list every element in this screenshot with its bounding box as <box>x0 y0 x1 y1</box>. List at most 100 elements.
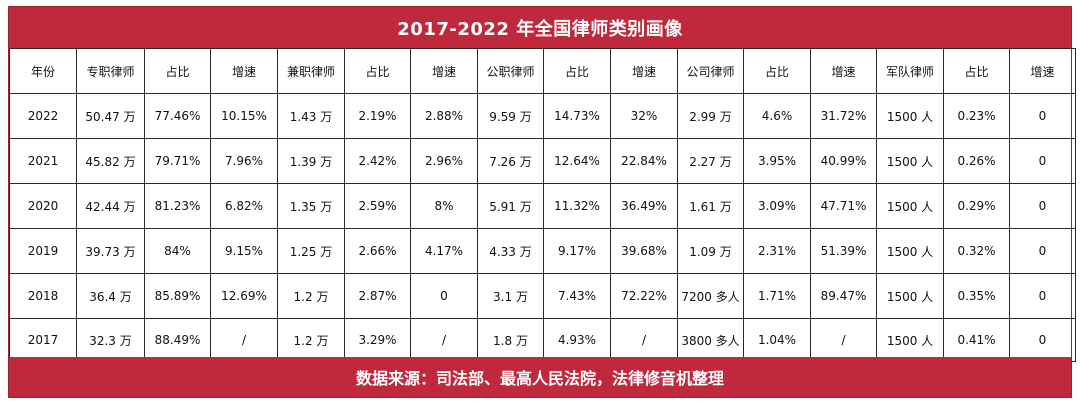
table-cell: 7.26 万 <box>477 138 544 184</box>
column-header: 占比 <box>144 48 211 94</box>
table-cell: 1.39 万 <box>277 138 345 184</box>
table-cell: 32.3 万 <box>76 318 145 362</box>
table-cell: 3.1 万 <box>477 273 544 319</box>
table-cell: 47.71% <box>810 183 877 229</box>
column-header: 增速 <box>1009 48 1076 94</box>
table-cell: 36.4 万 <box>76 273 145 319</box>
table-cell: 39.73 万 <box>76 228 145 274</box>
table-row: 2022 50.47 万 77.46% 10.15% 1.43 万 2.19% 2.88% 9… <box>9 93 1076 139</box>
table-cell: 1.43 万 <box>277 93 345 139</box>
table-cell: / <box>810 318 877 362</box>
table-cell: 2.66% <box>344 228 411 274</box>
table-cell: 2018 <box>9 273 77 319</box>
column-header: 占比 <box>743 48 811 94</box>
table-cell: / <box>410 318 478 362</box>
table-cell: 1.2 万 <box>277 273 345 319</box>
table-cell: 89.47% <box>810 273 877 319</box>
table-cell: 2.99 万 <box>677 93 744 139</box>
table-cell: 51.39% <box>810 228 877 274</box>
table-cell: 1500 人 <box>876 183 944 229</box>
table-cell: 2.27 万 <box>677 138 744 184</box>
table-cell: 1.09 万 <box>677 228 744 274</box>
table-cell: 88.49% <box>144 318 211 362</box>
table-cell: 0 <box>410 273 478 319</box>
table-cell: 0.32% <box>943 228 1010 274</box>
table-header-row: 年份 专职律师 占比 增速 兼职律师 占比 增速 公职律师 占比 增速 公司律师 占比 增速 军队律师 占比… <box>9 48 1076 94</box>
column-header: 兼职律师 <box>277 48 345 94</box>
table-cell: 3800 多人 <box>677 318 744 362</box>
table-cell: 4.93% <box>543 318 611 362</box>
table-cell: 1.35 万 <box>277 183 345 229</box>
table-cell: 8% <box>410 183 478 229</box>
table-cell: 0 <box>1009 318 1076 362</box>
table-cell: 3.29% <box>344 318 411 362</box>
table-cell: 9.15% <box>210 228 278 274</box>
table-cell: / <box>210 318 278 362</box>
table-cell: 1500 人 <box>876 138 944 184</box>
column-header: 增速 <box>410 48 478 94</box>
table-cell: 0.29% <box>943 183 1010 229</box>
table-cell: 6.82% <box>210 183 278 229</box>
table-cell: 2017 <box>9 318 77 362</box>
table-cell: 0.41% <box>943 318 1010 362</box>
column-header: 军队律师 <box>876 48 944 94</box>
table-cell: 5.91 万 <box>477 183 544 229</box>
table-cell: 39.68% <box>610 228 678 274</box>
table-cell: 2.31% <box>743 228 811 274</box>
table-row: 2020 42.44 万 81.23% 6.82% 1.35 万 2.59% 8% 5.91 … <box>9 183 1076 229</box>
table-cell: 72.22% <box>610 273 678 319</box>
table-cell: / <box>610 318 678 362</box>
table-cell: 9.59 万 <box>477 93 544 139</box>
table-cell: 14.73% <box>543 93 611 139</box>
table-cell: 0 <box>1009 183 1076 229</box>
table-cell: 1500 人 <box>876 93 944 139</box>
table-cell: 1.8 万 <box>477 318 544 362</box>
table-cell: 4.17% <box>410 228 478 274</box>
table-cell: 0 <box>1009 228 1076 274</box>
column-header: 占比 <box>543 48 611 94</box>
table-body: 2022 50.47 万 77.46% 10.15% 1.43 万 2.19% 2.88% 9… <box>9 93 1076 362</box>
column-header: 占比 <box>344 48 411 94</box>
table-row: 2019 39.73 万 84% 9.15% 1.25 万 2.66% 4.17% 4.33 … <box>9 228 1076 274</box>
table-cell: 11.32% <box>543 183 611 229</box>
column-header: 公职律师 <box>477 48 544 94</box>
table-cell: 7200 多人 <box>677 273 744 319</box>
table-cell: 2.87% <box>344 273 411 319</box>
table-cell: 1500 人 <box>876 228 944 274</box>
table-cell: 2.96% <box>410 138 478 184</box>
column-header: 公司律师 <box>677 48 744 94</box>
table-cell: 2022 <box>9 93 77 139</box>
table-cell: 0 <box>1009 273 1076 319</box>
column-header: 年份 <box>9 48 77 94</box>
table-cell: 9.17% <box>543 228 611 274</box>
table-row: 2017 32.3 万 88.49%/1.2 万 3.29%/1.8 万 4.93%/3… <box>9 318 1076 362</box>
column-header: 占比 <box>943 48 1010 94</box>
table-cell: 4.33 万 <box>477 228 544 274</box>
table-cell: 2019 <box>9 228 77 274</box>
table-source-note: 数据来源：司法部、最高人民法院，法律修音机整理 <box>9 357 1071 397</box>
table-cell: 1.04% <box>743 318 811 362</box>
table-cell: 2.42% <box>344 138 411 184</box>
table-card: 2017-2022 年全国律师类别画像 年份 专职律师 占比 增速 兼职律师 占比 增速 公职… <box>8 6 1076 398</box>
table-cell: 79.71% <box>144 138 211 184</box>
table-cell: 3.09% <box>743 183 811 229</box>
table-cell: 0.23% <box>943 93 1010 139</box>
table-cell: 0 <box>1009 138 1076 184</box>
table-cell: 81.23% <box>144 183 211 229</box>
table-cell: 2020 <box>9 183 77 229</box>
table-cell: 1500 人 <box>876 273 944 319</box>
table-cell: 36.49% <box>610 183 678 229</box>
table-cell: 1.61 万 <box>677 183 744 229</box>
table-cell: 32% <box>610 93 678 139</box>
table-row: 2021 45.82 万 79.71% 7.96% 1.39 万 2.42% 2.96% 7.… <box>9 138 1076 184</box>
table-cell: 4.6% <box>743 93 811 139</box>
column-header: 增速 <box>210 48 278 94</box>
lawyer-category-table: 年份 专职律师 占比 增速 兼职律师 占比 增速 公职律师 占比 增速 公司律师 占比 增速 军队律师 占比… <box>9 48 1076 362</box>
table-cell: 7.96% <box>210 138 278 184</box>
table-cell: 12.64% <box>543 138 611 184</box>
table-cell: 2.59% <box>344 183 411 229</box>
table-cell: 22.84% <box>610 138 678 184</box>
table-cell: 1.25 万 <box>277 228 345 274</box>
table-cell: 0 <box>1009 93 1076 139</box>
table-cell: 2021 <box>9 138 77 184</box>
